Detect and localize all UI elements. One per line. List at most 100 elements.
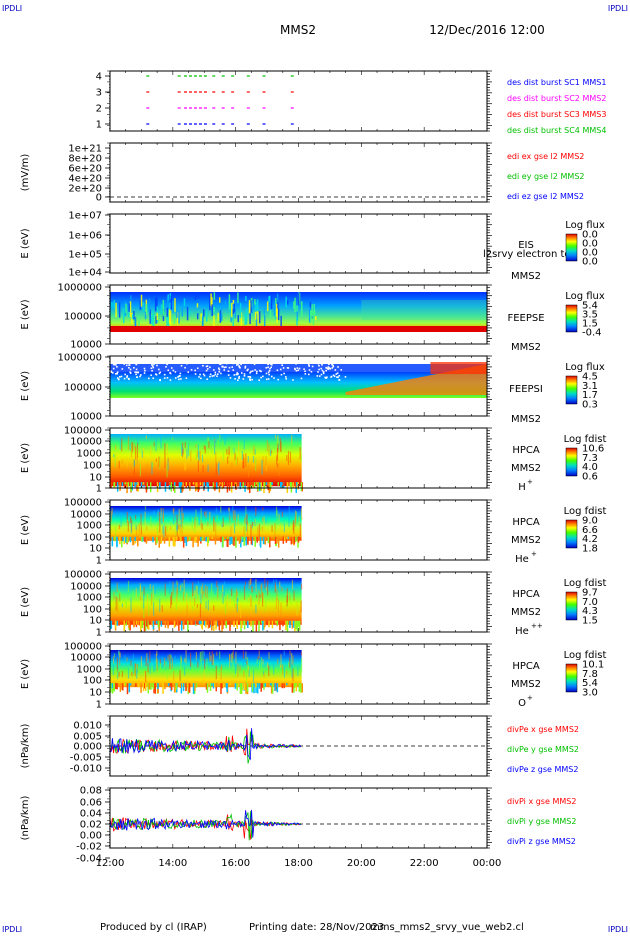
- spectrogram-fringe: [281, 482, 283, 486]
- spectrogram-fringe: [199, 482, 202, 486]
- legend-entry: divPi x gse MMS2: [507, 797, 576, 806]
- spectrogram-streak: [283, 523, 285, 533]
- spectrogram-fringe: [258, 620, 260, 632]
- spectrogram-fringe: [158, 620, 160, 631]
- spectrogram-streak: [259, 660, 261, 669]
- spectrogram-streak: [289, 595, 291, 601]
- spectrogram-gap: [125, 364, 128, 367]
- spectrogram-streak: [164, 453, 166, 469]
- spectrogram-gap: [331, 363, 333, 366]
- spectrogram-fringe: [147, 620, 149, 626]
- spectrogram-gap: [227, 370, 230, 372]
- x-axis: 12:00 14:00 16:00 18:00 20:00 22:00 00:00: [96, 858, 502, 869]
- spectrogram-streak: [268, 443, 270, 456]
- spacecraft-label: MMS2: [511, 342, 541, 353]
- spectrogram-streak: [179, 584, 182, 592]
- y-tick-label: 1: [96, 628, 102, 639]
- spectrogram-streak: [250, 300, 252, 313]
- spectrogram-streak: [276, 463, 279, 468]
- spectrogram-streak: [139, 583, 141, 591]
- spectrogram-streak: [243, 439, 245, 450]
- spectrogram-gap: [262, 375, 264, 378]
- spectrogram-streak: [254, 311, 257, 320]
- spectrogram-gap: [135, 363, 138, 366]
- spectrogram-gap: [238, 365, 240, 367]
- spectrogram-fringe: [140, 683, 142, 693]
- spectrogram-streak: [256, 594, 258, 598]
- spectrogram-streak: [221, 523, 223, 528]
- spectrogram-fringe: [215, 620, 217, 630]
- spectrogram-fringe: [129, 620, 131, 631]
- spectrogram-fringe: [118, 482, 120, 485]
- spectrogram-streak: [254, 449, 256, 455]
- spectrogram-streak: [213, 315, 215, 330]
- spectrogram-streak: [277, 434, 279, 444]
- spectrogram-gap: [211, 375, 214, 377]
- spectrogram-streak: [277, 600, 280, 614]
- spectrogram-gap: [158, 368, 160, 371]
- spectrogram-streak: [210, 293, 212, 306]
- spectrogram-streak: [138, 315, 140, 331]
- spectrogram-streak: [291, 579, 294, 590]
- y-tick-label: 100000: [64, 498, 102, 509]
- spectrogram-streak: [226, 448, 228, 455]
- spectrogram-streak: [233, 523, 236, 534]
- spectrogram-fringe: [277, 482, 280, 486]
- spectrogram-streak: [196, 450, 199, 457]
- spectrogram-streak: [286, 670, 288, 675]
- spectrogram-streak: [240, 312, 243, 326]
- spectrogram-gap: [112, 372, 114, 374]
- spectrogram-gap: [218, 371, 221, 373]
- spectrogram-streak: [149, 309, 151, 324]
- spectrogram-streak: [134, 317, 137, 327]
- spectrogram-gap: [336, 372, 339, 375]
- spectrogram-streak: [265, 586, 268, 591]
- spectrogram-streak: [121, 438, 123, 452]
- y-axis-label: E (eV): [20, 515, 31, 545]
- spectrogram-streak: [158, 456, 160, 468]
- spectrogram-fringe: [259, 536, 262, 548]
- spectrogram-gap: [258, 379, 261, 382]
- spectrogram-fringe: [116, 536, 118, 548]
- spectrogram-streak: [261, 583, 263, 598]
- spectrogram-fringe: [246, 683, 249, 692]
- spectrogram-gap: [139, 375, 141, 378]
- spectrogram-streak: [207, 521, 209, 527]
- spectrogram-fringe: [215, 683, 218, 688]
- spectrogram-streak: [230, 653, 233, 663]
- footer-printing-date: Printing date: 28/Nov/2023: [249, 922, 384, 933]
- spectrogram-fringe: [233, 620, 235, 627]
- spectrogram-fringe: [177, 536, 179, 542]
- spectrogram-fringe: [276, 620, 279, 626]
- colorbar-tick-label: -0.4: [582, 328, 602, 339]
- spectrogram-streak: [243, 670, 245, 677]
- y-tick-label: 100000: [64, 642, 102, 653]
- spectrogram-fringe: [192, 536, 194, 548]
- spectrogram-streak: [262, 659, 264, 665]
- spectrogram-streak: [126, 657, 128, 662]
- spectrogram-gap: [322, 372, 325, 375]
- spectrogram-streak: [256, 299, 259, 311]
- spectrogram-streak: [145, 670, 147, 683]
- spectrogram-streak: [248, 597, 250, 601]
- spectrogram-streak: [146, 653, 148, 661]
- spectrogram-streak: [166, 525, 168, 532]
- spectrogram-fringe: [123, 683, 126, 687]
- spectrogram-streak: [162, 299, 165, 314]
- spectrogram-streak: [145, 435, 147, 440]
- spectrogram-streak: [269, 310, 272, 319]
- colorbar-tick-label: 0.0: [582, 230, 598, 241]
- spectrogram-streak: [128, 303, 130, 312]
- spectrogram-streak: [135, 526, 138, 542]
- spectrogram-fringe: [245, 536, 247, 546]
- spectrogram-fringe: [274, 536, 277, 545]
- spectrogram-band: [110, 650, 302, 688]
- y-tick-label: 1000000: [57, 353, 102, 364]
- instrument-label: HPCA: [512, 445, 540, 456]
- spectrogram-streak: [213, 605, 215, 611]
- spectrogram-streak: [152, 585, 154, 599]
- spectrogram-streak: [224, 603, 227, 615]
- spectrogram-streak: [245, 651, 247, 660]
- spectrogram-streak: [236, 599, 238, 612]
- spectrogram-streak: [201, 316, 204, 328]
